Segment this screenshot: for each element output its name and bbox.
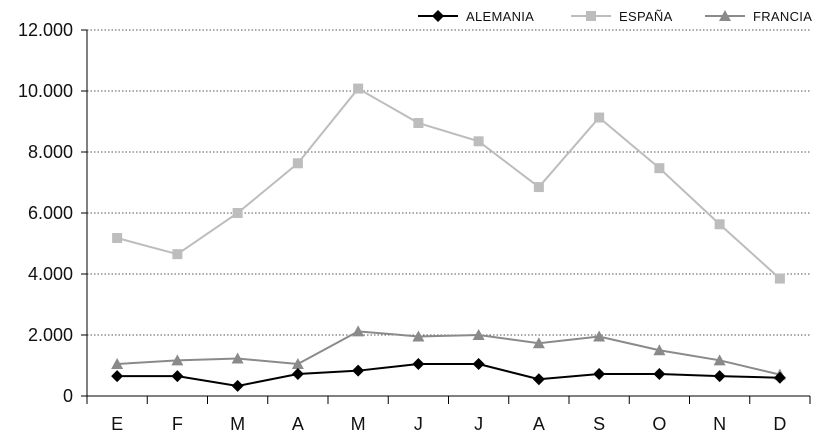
data-point	[654, 163, 665, 174]
x-tick-label: J	[414, 414, 423, 434]
data-point	[291, 357, 304, 369]
series-line	[117, 330, 781, 376]
series-line	[116, 87, 781, 280]
legend-label: FRANCIA	[753, 9, 812, 24]
legend-marker	[586, 11, 596, 21]
data-point	[111, 370, 124, 383]
data-point	[231, 379, 244, 392]
gridlines	[87, 29, 810, 336]
data-point	[231, 352, 244, 364]
x-tick-label: D	[773, 414, 786, 434]
data-point	[232, 208, 243, 218]
legend-item: ALEMANIA	[418, 9, 534, 24]
x-tick-label: N	[713, 414, 726, 434]
data-point	[473, 136, 484, 147]
data-point	[713, 354, 726, 366]
x-tick-label: S	[593, 414, 605, 434]
data-point	[594, 112, 605, 123]
y-tick-label: 6.000	[28, 203, 73, 223]
data-point	[353, 83, 364, 94]
data-point	[532, 373, 545, 386]
legend-label: ESPAÑA	[619, 9, 673, 24]
data-point	[291, 368, 304, 381]
legend-marker	[719, 10, 731, 21]
data-point	[653, 368, 666, 381]
x-tick-label: F	[172, 414, 183, 434]
legend-marker	[432, 10, 444, 22]
data-point	[774, 273, 785, 284]
data-point	[714, 219, 725, 230]
y-tick-label: 12.000	[18, 20, 73, 40]
series-francia	[111, 325, 786, 380]
data-point	[593, 368, 606, 381]
x-tick-label: M	[351, 414, 366, 434]
series-lines	[111, 83, 786, 392]
legend-label: ALEMANIA	[466, 9, 534, 24]
data-point	[593, 330, 606, 342]
series-line	[117, 362, 780, 387]
legend: ALEMANIA ESPAÑA FRANCIA	[418, 9, 812, 24]
x-tick-label: A	[292, 414, 304, 434]
data-point	[112, 233, 123, 244]
data-point	[713, 370, 726, 383]
x-tick-label: J	[474, 414, 483, 434]
series-alemania	[111, 357, 786, 392]
x-tick-label: O	[652, 414, 666, 434]
x-tick-label: E	[111, 414, 123, 434]
data-point	[533, 182, 544, 193]
legend-item: FRANCIA	[705, 9, 812, 24]
data-point	[172, 249, 183, 260]
data-point	[472, 357, 485, 370]
data-point	[653, 344, 666, 356]
y-tick-label: 10.000	[18, 81, 73, 101]
y-tick-label: 2.000	[28, 325, 73, 345]
data-point	[412, 330, 425, 342]
data-point	[171, 354, 184, 366]
data-point	[412, 357, 425, 370]
data-point	[292, 158, 303, 169]
data-point	[773, 371, 786, 384]
axes: 0 2.000 4.000 6.000 8.000 10.000 12.000 E F M A M J J…	[18, 20, 811, 434]
data-point	[352, 364, 365, 377]
y-tick-label: 4.000	[28, 264, 73, 284]
x-tick-label: A	[533, 414, 545, 434]
y-tick-label: 0	[63, 386, 73, 406]
series-españa	[112, 83, 785, 284]
legend-item: ESPAÑA	[571, 9, 673, 24]
data-point	[352, 325, 365, 337]
data-point	[111, 357, 124, 369]
data-point	[532, 337, 545, 349]
y-tick-label: 8.000	[28, 142, 73, 162]
x-tick-label: M	[230, 414, 245, 434]
data-point	[171, 370, 184, 383]
data-point	[413, 118, 424, 129]
data-point	[472, 329, 485, 340]
